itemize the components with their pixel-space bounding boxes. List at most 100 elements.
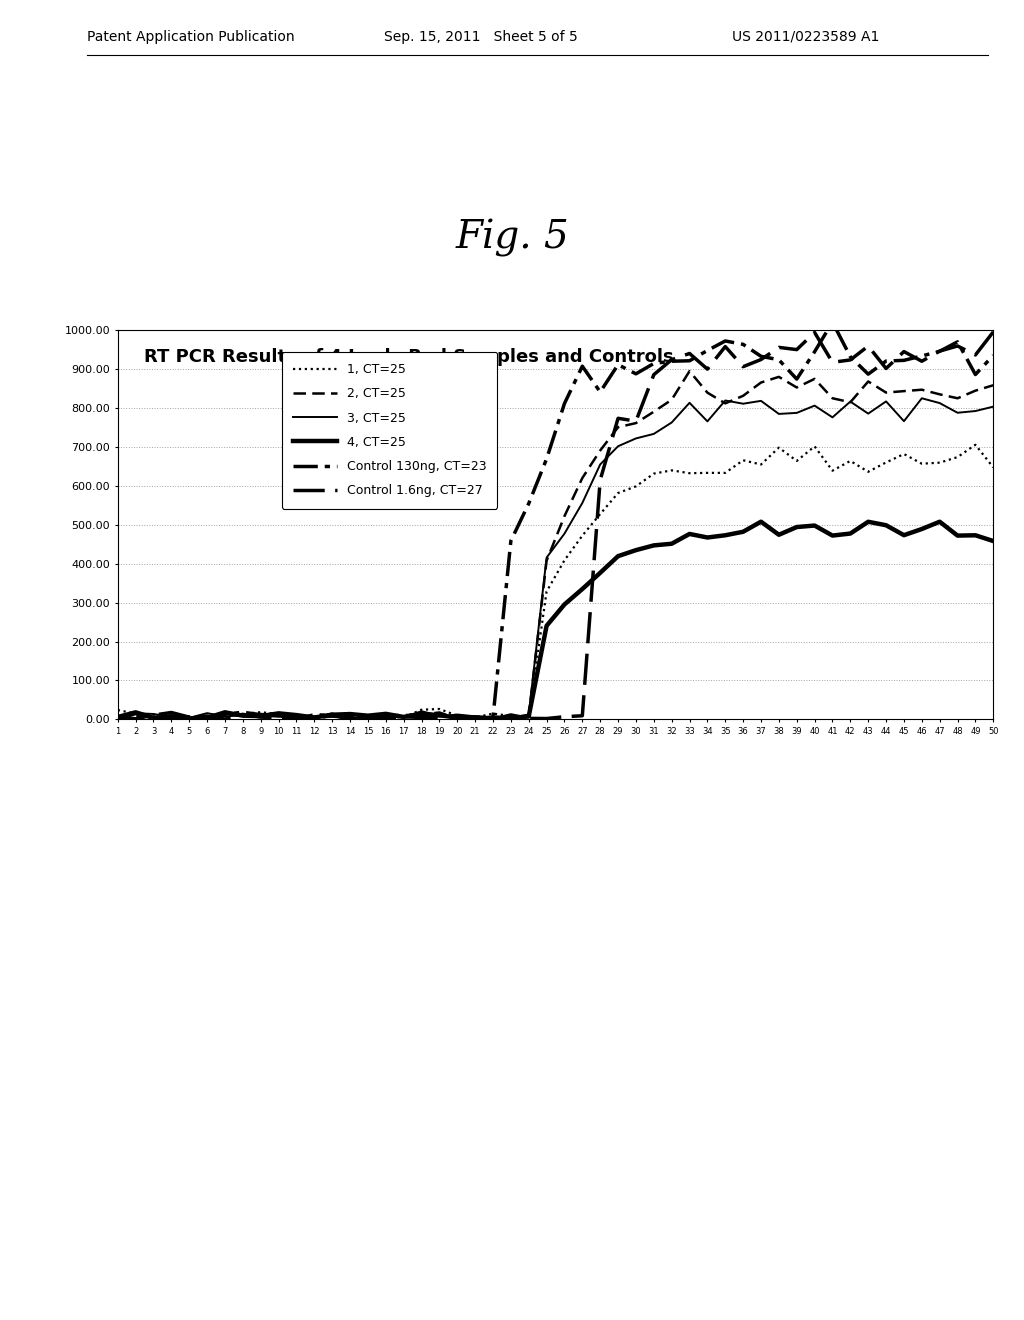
Control 130ng, CT=23 (594, 384, 606, 400)
4, CT=25 (361, 708, 374, 723)
Control 1.6ng, CT=27 (755, 351, 767, 367)
4, CT=25 (380, 706, 392, 722)
3, CT=25 (344, 710, 356, 726)
Control 1.6ng, CT=27 (951, 338, 964, 354)
2, CT=25 (987, 378, 999, 393)
1, CT=25 (701, 465, 714, 480)
3, CT=25 (129, 705, 141, 721)
Control 1.6ng, CT=27 (773, 339, 785, 355)
4, CT=25 (397, 709, 410, 725)
2, CT=25 (147, 709, 160, 725)
1, CT=25 (755, 457, 767, 473)
1, CT=25 (469, 709, 481, 725)
2, CT=25 (880, 384, 892, 400)
Control 130ng, CT=23 (183, 710, 196, 726)
Control 1.6ng, CT=27 (326, 708, 338, 723)
3, CT=25 (272, 706, 285, 722)
1, CT=25 (951, 449, 964, 465)
Control 1.6ng, CT=27 (791, 342, 803, 358)
Control 1.6ng, CT=27 (272, 710, 285, 726)
Text: Sep. 15, 2011   Sheet 5 of 5: Sep. 15, 2011 Sheet 5 of 5 (384, 30, 578, 44)
3, CT=25 (934, 395, 946, 411)
Control 130ng, CT=23 (719, 333, 731, 348)
1, CT=25 (129, 706, 141, 722)
1, CT=25 (737, 453, 750, 469)
Control 1.6ng, CT=27 (380, 711, 392, 727)
Control 130ng, CT=23 (577, 358, 589, 374)
Control 130ng, CT=23 (397, 708, 410, 723)
Control 130ng, CT=23 (147, 710, 160, 726)
2, CT=25 (255, 708, 267, 723)
Control 1.6ng, CT=27 (880, 360, 892, 376)
1, CT=25 (630, 478, 642, 494)
2, CT=25 (701, 384, 714, 400)
Control 130ng, CT=23 (898, 352, 910, 368)
Line: 3, CT=25: 3, CT=25 (118, 399, 993, 719)
3, CT=25 (326, 709, 338, 725)
3, CT=25 (522, 706, 535, 722)
Control 130ng, CT=23 (522, 495, 535, 511)
Line: 4, CT=25: 4, CT=25 (118, 521, 993, 719)
Control 1.6ng, CT=27 (898, 343, 910, 359)
1, CT=25 (272, 706, 285, 722)
Control 1.6ng, CT=27 (505, 708, 517, 723)
2, CT=25 (272, 709, 285, 725)
3, CT=25 (433, 708, 445, 723)
1, CT=25 (201, 710, 213, 726)
Control 130ng, CT=23 (844, 348, 856, 364)
4, CT=25 (898, 527, 910, 543)
1, CT=25 (308, 710, 321, 726)
Control 1.6ng, CT=27 (255, 709, 267, 725)
4, CT=25 (326, 706, 338, 722)
4, CT=25 (719, 528, 731, 544)
Control 130ng, CT=23 (380, 708, 392, 723)
3, CT=25 (255, 706, 267, 722)
Line: Control 130ng, CT=23: Control 130ng, CT=23 (118, 322, 993, 719)
3, CT=25 (844, 393, 856, 409)
4, CT=25 (541, 618, 553, 634)
1, CT=25 (880, 454, 892, 470)
Control 130ng, CT=23 (880, 354, 892, 370)
Control 130ng, CT=23 (237, 705, 249, 721)
1, CT=25 (612, 486, 625, 502)
3, CT=25 (701, 413, 714, 429)
4, CT=25 (522, 709, 535, 725)
Control 130ng, CT=23 (934, 343, 946, 359)
2, CT=25 (237, 708, 249, 723)
Control 1.6ng, CT=27 (577, 708, 589, 723)
3, CT=25 (755, 393, 767, 409)
Control 130ng, CT=23 (255, 706, 267, 722)
2, CT=25 (826, 391, 839, 407)
2, CT=25 (112, 710, 124, 726)
1, CT=25 (380, 706, 392, 722)
4, CT=25 (809, 517, 821, 533)
3, CT=25 (577, 495, 589, 511)
3, CT=25 (112, 710, 124, 726)
Control 130ng, CT=23 (809, 343, 821, 359)
4, CT=25 (934, 513, 946, 529)
3, CT=25 (201, 705, 213, 721)
2, CT=25 (630, 416, 642, 432)
4, CT=25 (558, 597, 570, 612)
Text: RT PCR Results of 4 LeukoRed Samples and Controls: RT PCR Results of 4 LeukoRed Samples and… (144, 347, 674, 366)
3, CT=25 (361, 710, 374, 726)
Control 1.6ng, CT=27 (452, 708, 464, 723)
3, CT=25 (541, 549, 553, 565)
Control 130ng, CT=23 (755, 348, 767, 364)
Control 1.6ng, CT=27 (469, 709, 481, 725)
1, CT=25 (326, 709, 338, 725)
Control 130ng, CT=23 (486, 709, 499, 725)
1, CT=25 (112, 702, 124, 718)
1, CT=25 (237, 706, 249, 722)
1, CT=25 (147, 706, 160, 722)
Control 1.6ng, CT=27 (612, 411, 625, 426)
3, CT=25 (683, 395, 695, 411)
4, CT=25 (844, 525, 856, 541)
Control 130ng, CT=23 (666, 354, 678, 370)
1, CT=25 (915, 455, 928, 471)
Control 130ng, CT=23 (612, 356, 625, 372)
Control 130ng, CT=23 (826, 314, 839, 330)
3, CT=25 (791, 405, 803, 421)
4, CT=25 (880, 517, 892, 533)
4, CT=25 (308, 710, 321, 726)
